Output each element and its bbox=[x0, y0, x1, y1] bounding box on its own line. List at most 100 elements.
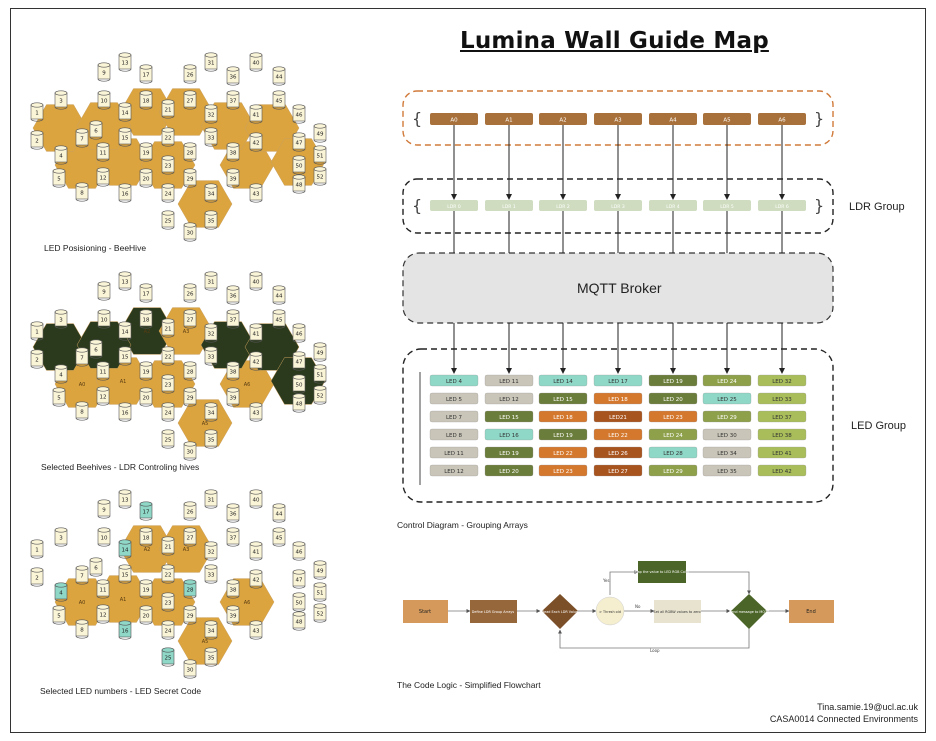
led-number: 13 bbox=[122, 61, 129, 67]
led-number: 23 bbox=[165, 164, 172, 170]
led-cylinder: 7 bbox=[75, 565, 89, 585]
analog-input-A2 bbox=[539, 113, 587, 125]
hive-cell bbox=[95, 357, 151, 405]
led-number: 49 bbox=[317, 351, 324, 357]
led-cylinder: 15 bbox=[118, 346, 132, 366]
led-number: 21 bbox=[165, 327, 172, 333]
led-number: 34 bbox=[208, 411, 215, 417]
hive-zone-label: A0 bbox=[79, 382, 86, 388]
led-cylinder: 49 bbox=[313, 342, 327, 362]
page-title: Lumina Wall Guide Map bbox=[460, 28, 769, 54]
led-cell-label: LED 20 bbox=[499, 469, 519, 475]
led-cylinder: 7 bbox=[75, 347, 89, 367]
led-number: 4 bbox=[59, 591, 63, 597]
led-number: 40 bbox=[253, 498, 260, 504]
led-cell bbox=[757, 392, 807, 405]
led-cell bbox=[648, 446, 698, 459]
led-cell-label: LED 27 bbox=[608, 469, 628, 475]
led-number: 34 bbox=[208, 192, 215, 198]
led-cell-label: LED 34 bbox=[717, 451, 737, 457]
led-cell bbox=[593, 464, 643, 477]
led-number: 52 bbox=[317, 394, 324, 400]
led-cylinder: 29 bbox=[183, 605, 197, 625]
analog-input-A5 bbox=[703, 113, 751, 125]
led-cell bbox=[538, 428, 588, 441]
led-cylinder: 1 bbox=[30, 539, 44, 559]
flow-read-text: Read Each LDR Value bbox=[542, 610, 578, 614]
led-number: 38 bbox=[230, 151, 237, 157]
led-number: 32 bbox=[208, 113, 215, 119]
led-cylinder: 12 bbox=[96, 386, 110, 406]
led-number: 30 bbox=[187, 668, 194, 674]
analog-input-label: A1 bbox=[505, 118, 512, 124]
led-cylinder: 38 bbox=[226, 579, 240, 599]
led-cell bbox=[484, 410, 534, 423]
led-number: 29 bbox=[187, 177, 194, 183]
analog-input-A0 bbox=[430, 113, 478, 125]
led-cylinder: 32 bbox=[204, 104, 218, 124]
led-number: 50 bbox=[296, 383, 303, 389]
led-number: 20 bbox=[143, 396, 150, 402]
led-cell bbox=[757, 428, 807, 441]
led-number: 10 bbox=[101, 318, 108, 324]
led-number: 50 bbox=[296, 601, 303, 607]
led-cylinder: 37 bbox=[226, 90, 240, 110]
led-cylinder: 34 bbox=[204, 402, 218, 422]
led-cell-label: LED 4 bbox=[446, 379, 463, 385]
led-cylinder: 13 bbox=[118, 489, 132, 509]
led-cylinder: 16 bbox=[118, 402, 132, 422]
led-cell-label: LED 38 bbox=[772, 433, 792, 439]
led-number: 6 bbox=[94, 348, 98, 354]
analog-input-A4 bbox=[649, 113, 697, 125]
led-cylinder: 25 bbox=[161, 647, 175, 667]
group-bracket: { bbox=[412, 109, 422, 128]
flow-no-label: No bbox=[635, 604, 641, 609]
led-cylinder: 31 bbox=[204, 489, 218, 509]
led-cell-label: LED 15 bbox=[499, 415, 519, 421]
hive-zone-label: A5 bbox=[202, 421, 209, 427]
led-cell-label: LED 30 bbox=[717, 433, 737, 439]
led-cylinder: 34 bbox=[204, 620, 218, 640]
led-cell-label: LED 24 bbox=[717, 379, 737, 385]
led-cell bbox=[484, 446, 534, 459]
led-cylinder: 14 bbox=[118, 321, 132, 341]
led-cylinder: 5 bbox=[52, 387, 66, 407]
led-cylinder: 12 bbox=[96, 167, 110, 187]
led-number: 27 bbox=[187, 99, 194, 105]
led-cylinder: 13 bbox=[118, 52, 132, 72]
led-number: 23 bbox=[165, 383, 172, 389]
led-cylinder: 4 bbox=[54, 145, 68, 165]
led-cylinder: 29 bbox=[183, 387, 197, 407]
led-cell-label: LED 29 bbox=[663, 469, 683, 475]
ldr-node bbox=[430, 200, 478, 211]
group-bracket: } bbox=[814, 109, 824, 128]
led-number: 21 bbox=[165, 108, 172, 114]
led-cylinder: 14 bbox=[118, 102, 132, 122]
led-number: 43 bbox=[253, 192, 260, 198]
led-cell bbox=[429, 392, 479, 405]
flow-read-ldr bbox=[542, 594, 578, 629]
ldr-node-label: LDR 6 bbox=[775, 204, 789, 210]
led-number: 13 bbox=[122, 498, 129, 504]
led-cylinder: 20 bbox=[139, 605, 153, 625]
analog-input-A6 bbox=[758, 113, 806, 125]
led-cylinder: 17 bbox=[139, 64, 153, 84]
led-cell-label: LED 19 bbox=[499, 451, 519, 457]
led-number: 18 bbox=[143, 318, 150, 324]
led-cylinder: 39 bbox=[226, 168, 240, 188]
led-cell-label: LED 14 bbox=[553, 379, 573, 385]
led-cylinder: 14 bbox=[118, 539, 132, 559]
led-cylinder: 9 bbox=[97, 62, 111, 82]
led-cylinder: 3 bbox=[54, 90, 68, 110]
led-cylinder: 42 bbox=[249, 132, 263, 152]
beehive-diagram-3: A0A1A2A3A4A5A612345678910111213141516171… bbox=[30, 489, 327, 679]
flow-define-arrays bbox=[470, 600, 517, 623]
led-number: 2 bbox=[35, 139, 39, 145]
led-cylinder: 21 bbox=[161, 536, 175, 556]
led-cylinder: 19 bbox=[139, 579, 153, 599]
led-cylinder: 43 bbox=[249, 620, 263, 640]
ldr-node-label: LDR 5 bbox=[720, 204, 734, 210]
led-cylinder: 26 bbox=[183, 283, 197, 303]
led-number: 43 bbox=[253, 629, 260, 635]
led-cylinder: 24 bbox=[161, 402, 175, 422]
